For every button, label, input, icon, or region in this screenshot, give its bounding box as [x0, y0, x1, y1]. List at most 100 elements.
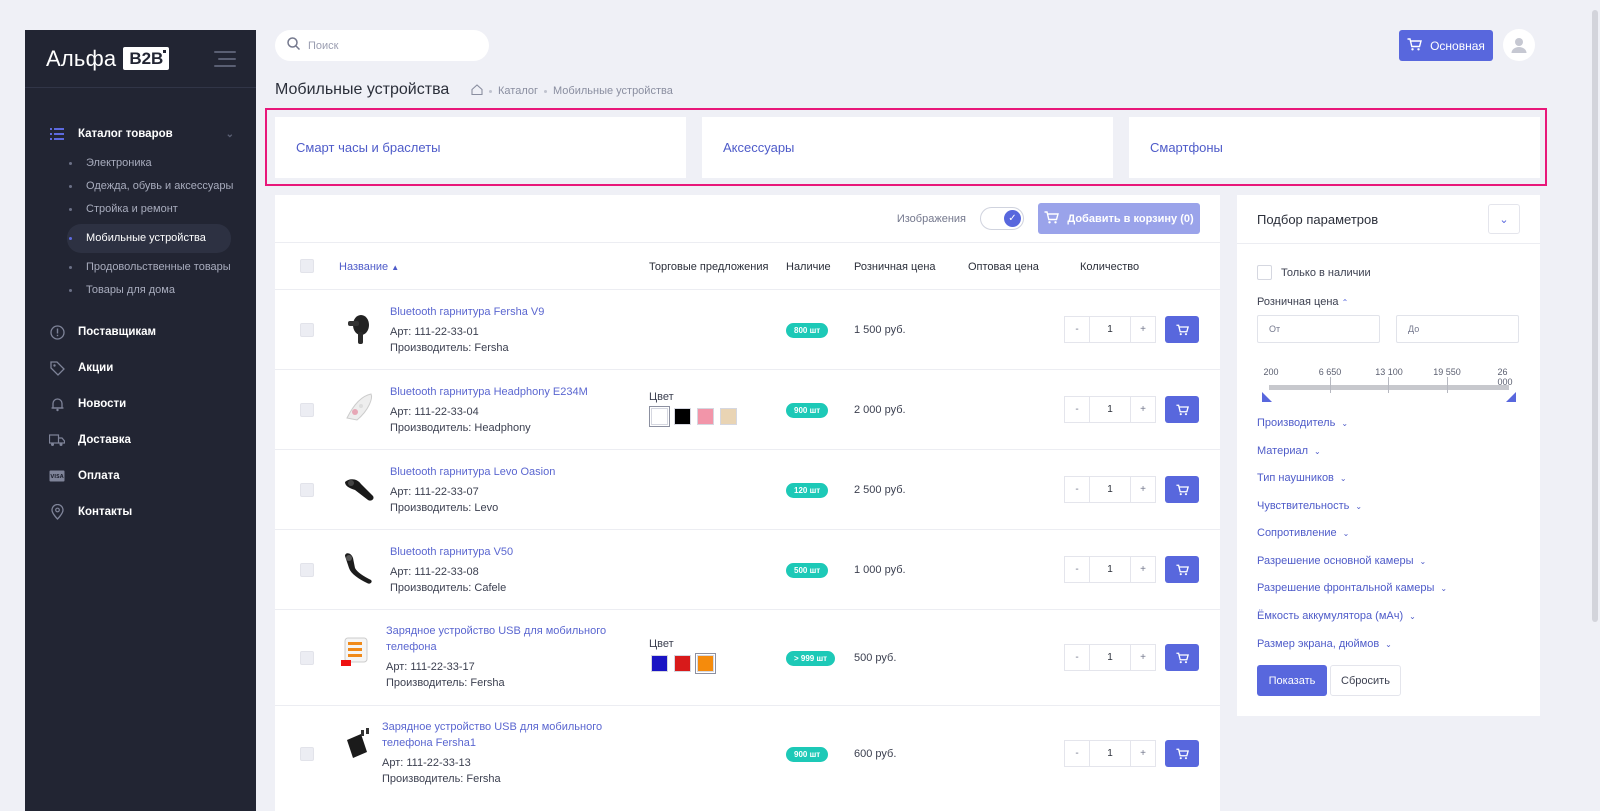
quantity-stepper[interactable]: -1 +	[1064, 316, 1156, 343]
color-swatch-blue[interactable]	[651, 655, 668, 672]
decrement-button[interactable]: -	[1075, 564, 1079, 575]
range-handle-max[interactable]	[1506, 392, 1516, 402]
decrement-button[interactable]: -	[1075, 484, 1079, 495]
product-name[interactable]: Bluetooth гарнитура V50	[390, 546, 514, 558]
sidebar-item-contacts[interactable]: Контакты	[25, 494, 256, 530]
sidebar-item-news[interactable]: Новости	[25, 386, 256, 422]
category-accessories[interactable]: Аксессуары	[702, 117, 1113, 178]
retail-price-toggle[interactable]: Розничная цена ⌃	[1257, 296, 1349, 308]
decrement-button[interactable]: -	[1075, 324, 1079, 335]
row-checkbox[interactable]	[300, 483, 314, 497]
product-name[interactable]: Зарядное устройство USB для мобильного т…	[382, 721, 603, 749]
sidebar-item-suppliers[interactable]: Поставщикам	[25, 314, 256, 350]
product-name[interactable]: Bluetooth гарнитура Headphony E234M	[390, 386, 588, 398]
filter-prop-sensitivity[interactable]: Чувствительность ⌄	[1257, 500, 1363, 512]
quantity-stepper[interactable]: -1 +	[1064, 556, 1156, 583]
decrement-button[interactable]: -	[1075, 404, 1079, 415]
increment-button[interactable]: +	[1140, 652, 1146, 663]
quantity-value[interactable]: 1	[1089, 557, 1131, 582]
price-from-input[interactable]	[1257, 315, 1380, 343]
select-all-checkbox[interactable]	[300, 259, 314, 273]
product-image[interactable]	[339, 388, 379, 428]
filter-prop-headphone-type[interactable]: Тип наушников ⌄	[1257, 472, 1347, 484]
quantity-stepper[interactable]: -1 +	[1064, 396, 1156, 423]
row-checkbox[interactable]	[300, 651, 314, 665]
filter-prop-manufacturer[interactable]: Производитель ⌄	[1257, 417, 1349, 429]
product-image[interactable]	[337, 726, 377, 766]
quantity-stepper[interactable]: -1 +	[1064, 644, 1156, 671]
filter-prop-impedance[interactable]: Сопротивление ⌄	[1257, 527, 1350, 539]
sidebar-item-delivery[interactable]: Доставка	[25, 422, 256, 458]
sidebar-item-payment[interactable]: VISA Оплата	[25, 458, 256, 494]
product-name[interactable]: Зарядное устройство USB для мобильного т…	[386, 625, 607, 653]
images-toggle[interactable]: ✓	[980, 207, 1024, 230]
quantity-stepper[interactable]: -1 +	[1064, 740, 1156, 767]
add-to-cart-button[interactable]: Добавить в корзину (0)	[1038, 203, 1200, 234]
submenu-item-electronics[interactable]: Электроника	[67, 152, 256, 175]
filter-prop-material[interactable]: Материал ⌄	[1257, 445, 1321, 457]
price-range-track[interactable]	[1269, 385, 1509, 390]
increment-button[interactable]: +	[1140, 324, 1146, 335]
color-swatch-red[interactable]	[674, 655, 691, 672]
quantity-stepper[interactable]: -1 +	[1064, 476, 1156, 503]
increment-button[interactable]: +	[1140, 484, 1146, 495]
category-smartphones[interactable]: Смартфоны	[1129, 117, 1540, 178]
breadcrumb-catalog[interactable]: Каталог	[498, 85, 538, 97]
submenu-item-construction[interactable]: Стройка и ремонт	[67, 198, 256, 221]
column-name[interactable]: Название ▲	[339, 261, 400, 273]
add-row-to-cart-button[interactable]	[1165, 556, 1199, 583]
price-to-input[interactable]	[1396, 315, 1519, 343]
quantity-value[interactable]: 1	[1089, 477, 1131, 502]
row-checkbox[interactable]	[300, 563, 314, 577]
row-checkbox[interactable]	[300, 403, 314, 417]
cart-button[interactable]: Основная	[1399, 30, 1493, 61]
add-row-to-cart-button[interactable]	[1165, 740, 1199, 767]
filter-collapse-button[interactable]: ⌄	[1488, 204, 1520, 234]
submenu-item-home[interactable]: Товары для дома	[67, 279, 256, 302]
filter-prop-main-camera[interactable]: Разрешение основной камеры ⌄	[1257, 555, 1427, 567]
color-swatch-white[interactable]	[649, 406, 670, 427]
add-row-to-cart-button[interactable]	[1165, 476, 1199, 503]
product-image[interactable]	[339, 548, 379, 588]
menu-toggle-icon[interactable]	[214, 51, 236, 72]
logo[interactable]: Альфа B2B	[25, 30, 256, 88]
search-input[interactable]	[308, 39, 468, 52]
filter-prop-battery[interactable]: Ёмкость аккумулятора (мАч) ⌄	[1257, 610, 1416, 622]
sidebar-item-catalog[interactable]: Каталог товаров ⌄	[25, 116, 256, 152]
page-scrollbar[interactable]	[1592, 10, 1598, 622]
product-name[interactable]: Bluetooth гарнитура Levo Oasion	[390, 466, 556, 478]
range-handle-min[interactable]	[1262, 392, 1272, 402]
quantity-value[interactable]: 1	[1089, 317, 1131, 342]
decrement-button[interactable]: -	[1075, 748, 1079, 759]
submenu-item-mobile[interactable]: Мобильные устройства	[67, 224, 231, 253]
color-swatch-orange[interactable]	[695, 653, 716, 674]
quantity-value[interactable]: 1	[1089, 397, 1131, 422]
search-box[interactable]	[275, 30, 489, 61]
increment-button[interactable]: +	[1140, 564, 1146, 575]
increment-button[interactable]: +	[1140, 404, 1146, 415]
color-swatch-beige[interactable]	[720, 408, 737, 425]
decrement-button[interactable]: -	[1075, 652, 1079, 663]
product-image[interactable]	[339, 630, 379, 670]
sidebar-item-promotions[interactable]: Акции	[25, 350, 256, 386]
product-name[interactable]: Bluetooth гарнитура Fersha V9	[390, 306, 545, 318]
row-checkbox[interactable]	[300, 747, 314, 761]
add-row-to-cart-button[interactable]	[1165, 396, 1199, 423]
color-swatch-pink[interactable]	[697, 408, 714, 425]
submenu-item-food[interactable]: Продовольственные товары	[67, 256, 256, 279]
submenu-item-clothing[interactable]: Одежда, обувь и аксессуары	[67, 175, 256, 198]
increment-button[interactable]: +	[1140, 748, 1146, 759]
user-avatar[interactable]	[1503, 29, 1535, 61]
quantity-value[interactable]: 1	[1089, 741, 1131, 766]
product-image[interactable]	[339, 308, 379, 348]
product-image[interactable]	[339, 468, 379, 508]
checkbox-box[interactable]	[1257, 265, 1272, 280]
filter-prop-front-camera[interactable]: Разрешение фронтальной камеры ⌄	[1257, 582, 1448, 594]
add-row-to-cart-button[interactable]	[1165, 316, 1199, 343]
row-checkbox[interactable]	[300, 323, 314, 337]
category-smartwatches[interactable]: Смарт часы и браслеты	[275, 117, 686, 178]
show-button[interactable]: Показать	[1257, 665, 1327, 696]
reset-button[interactable]: Сбросить	[1330, 665, 1401, 696]
color-swatch-black[interactable]	[674, 408, 691, 425]
in-stock-checkbox[interactable]: Только в наличии	[1257, 265, 1371, 280]
